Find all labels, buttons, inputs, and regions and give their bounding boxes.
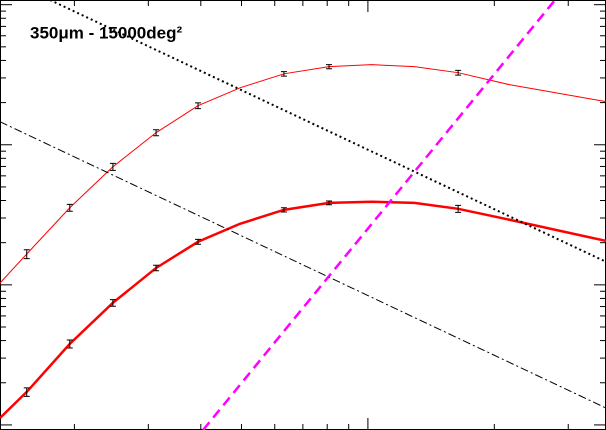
error-bar bbox=[66, 339, 73, 349]
series-line bbox=[202, 0, 556, 430]
series-line bbox=[0, 200, 606, 419]
error-bar bbox=[23, 249, 30, 260]
series-line bbox=[0, 64, 606, 284]
error-bar bbox=[66, 203, 73, 212]
error-bar bbox=[326, 200, 333, 206]
error-bar bbox=[195, 238, 202, 245]
error-bar bbox=[109, 299, 116, 307]
error-bar bbox=[326, 64, 333, 70]
error-bar bbox=[23, 387, 30, 397]
error-bar bbox=[455, 204, 462, 213]
series-line bbox=[0, 121, 606, 409]
error-bar bbox=[195, 102, 202, 110]
error-bar bbox=[455, 69, 462, 76]
error-bar bbox=[109, 162, 116, 171]
error-bar bbox=[153, 129, 160, 137]
error-bar bbox=[280, 207, 287, 213]
error-bar bbox=[153, 264, 160, 272]
error-bar bbox=[280, 71, 287, 77]
chart-title: 350μm - 15000deg² bbox=[30, 23, 182, 42]
